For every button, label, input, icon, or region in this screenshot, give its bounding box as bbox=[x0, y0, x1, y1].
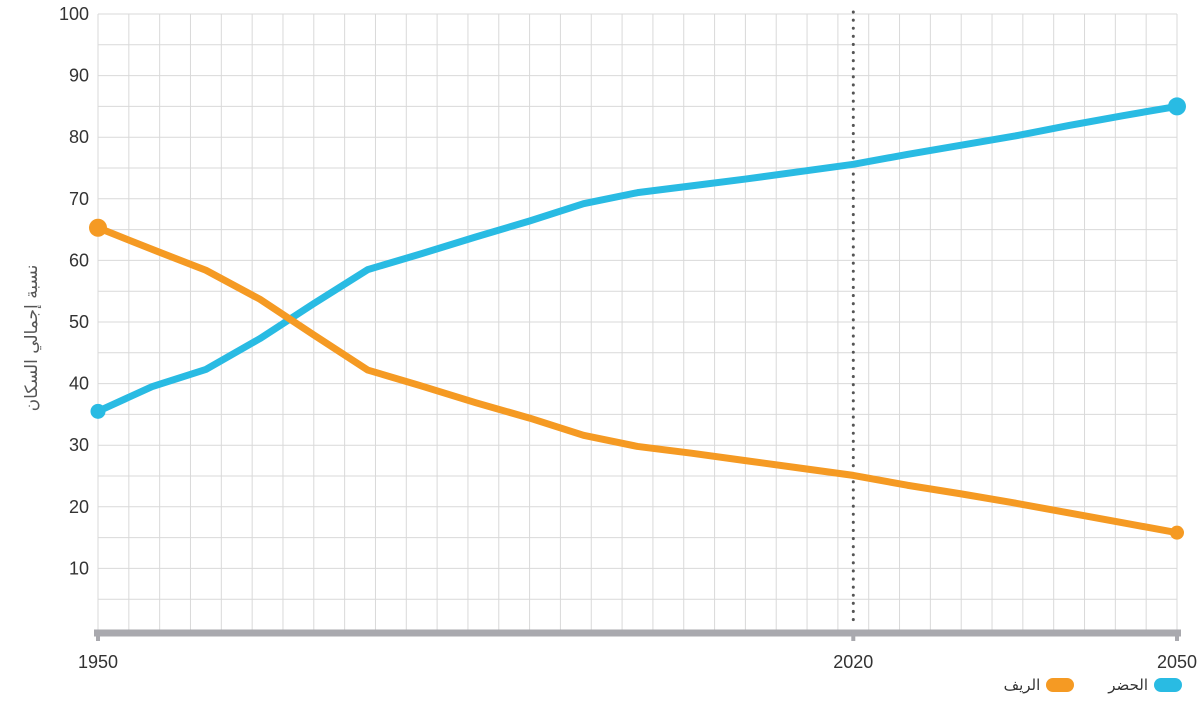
chart-legend: الحضر الريف bbox=[1004, 676, 1182, 694]
y-tick-label: 20 bbox=[69, 497, 89, 517]
series-line-rural bbox=[98, 228, 1177, 533]
point-urban-start bbox=[91, 404, 106, 419]
legend-swatch-urban bbox=[1154, 678, 1182, 692]
series-lines bbox=[98, 106, 1177, 532]
series-line-urban bbox=[98, 106, 1177, 411]
y-tick-label: 60 bbox=[69, 250, 89, 270]
legend-label-urban: الحضر bbox=[1108, 676, 1148, 694]
y-tick-label: 80 bbox=[69, 127, 89, 147]
legend-item-urban[interactable]: الحضر bbox=[1108, 676, 1182, 694]
x-tick-label: 2020 bbox=[833, 652, 873, 672]
chart-grid bbox=[98, 14, 1177, 630]
series-end-markers bbox=[89, 97, 1186, 539]
y-tick-label: 100 bbox=[59, 4, 89, 24]
y-axis-ticks: 10 20 30 40 50 60 70 80 90 100 bbox=[59, 4, 89, 578]
y-axis-label: نسبة إجمالي السكان bbox=[22, 265, 42, 412]
legend-label-rural: الريف bbox=[1004, 676, 1041, 694]
point-rural-start bbox=[89, 219, 107, 237]
y-tick-label: 10 bbox=[69, 558, 89, 578]
point-rural-end bbox=[1170, 526, 1184, 540]
y-tick-label: 40 bbox=[69, 374, 89, 394]
x-tick-label: 2050 bbox=[1157, 652, 1197, 672]
y-tick-label: 70 bbox=[69, 189, 89, 209]
y-tick-label: 50 bbox=[69, 312, 89, 332]
legend-swatch-rural bbox=[1046, 678, 1074, 692]
x-tick-label: 1950 bbox=[78, 652, 118, 672]
y-tick-label: 90 bbox=[69, 66, 89, 86]
legend-item-rural[interactable]: الريف bbox=[1004, 676, 1075, 694]
y-tick-label: 30 bbox=[69, 435, 89, 455]
point-urban-end bbox=[1168, 97, 1186, 115]
